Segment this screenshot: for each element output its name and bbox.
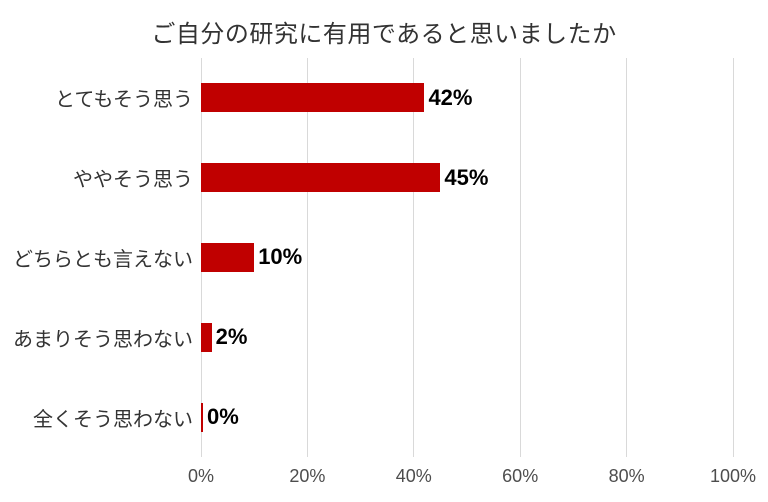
x-tick-label: 80% xyxy=(608,466,645,486)
bar-row: 2% xyxy=(201,297,733,377)
value-label: 42% xyxy=(428,84,473,110)
value-label: 45% xyxy=(444,164,489,190)
value-axis: 0% 20% 40% 60% 80% 100% xyxy=(0,466,768,490)
gridline xyxy=(626,58,628,457)
bar xyxy=(201,402,203,432)
category-label: どちらとも言えない xyxy=(13,248,193,271)
x-tick-label: 100% xyxy=(709,466,757,486)
bar xyxy=(201,242,255,272)
category-label: とてもそう思う xyxy=(55,89,193,112)
gridline xyxy=(306,58,308,457)
x-tick-label: 40% xyxy=(395,466,432,486)
bar xyxy=(201,163,441,193)
value-label: 0% xyxy=(207,404,239,430)
bar-row: 42% xyxy=(201,58,733,138)
value-label: 10% xyxy=(258,244,303,270)
x-tick-label: 0% xyxy=(187,466,215,486)
bar xyxy=(201,83,425,113)
gridline xyxy=(413,58,415,457)
gridline xyxy=(732,58,734,457)
x-tick-label: 20% xyxy=(289,466,326,486)
bar-row: 45% xyxy=(201,138,733,218)
x-tick-label: 60% xyxy=(502,466,539,486)
plot-area: 42% 45% 10% 2% 0% xyxy=(200,58,734,457)
value-label: 2% xyxy=(215,324,248,350)
gridline xyxy=(519,58,521,457)
bar-row: 10% xyxy=(201,218,733,298)
category-label: 全くそう思わない xyxy=(33,408,193,431)
category-label: あまりそう思わない xyxy=(13,328,193,351)
category-axis: とてもそう思うややそう思うどちらとも言えない あまりそう思わない全くそう思わない xyxy=(0,58,193,457)
bar-row: 0% xyxy=(201,377,733,457)
category-label: ややそう思う xyxy=(73,169,193,192)
chart-title: ご自分の研究に有用であると思いましたか xyxy=(151,21,617,48)
bar xyxy=(201,322,212,352)
